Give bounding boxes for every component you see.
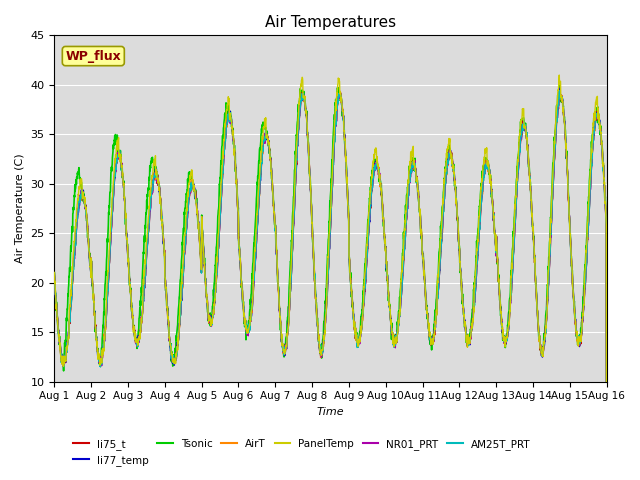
Text: WP_flux: WP_flux xyxy=(65,49,121,62)
Legend: li75_t, li77_temp, Tsonic, AirT, PanelTemp, NR01_PRT, AM25T_PRT: li75_t, li77_temp, Tsonic, AirT, PanelTe… xyxy=(69,434,534,470)
Title: Air Temperatures: Air Temperatures xyxy=(265,15,396,30)
X-axis label: Time: Time xyxy=(317,407,344,417)
Y-axis label: Air Temperature (C): Air Temperature (C) xyxy=(15,154,25,264)
